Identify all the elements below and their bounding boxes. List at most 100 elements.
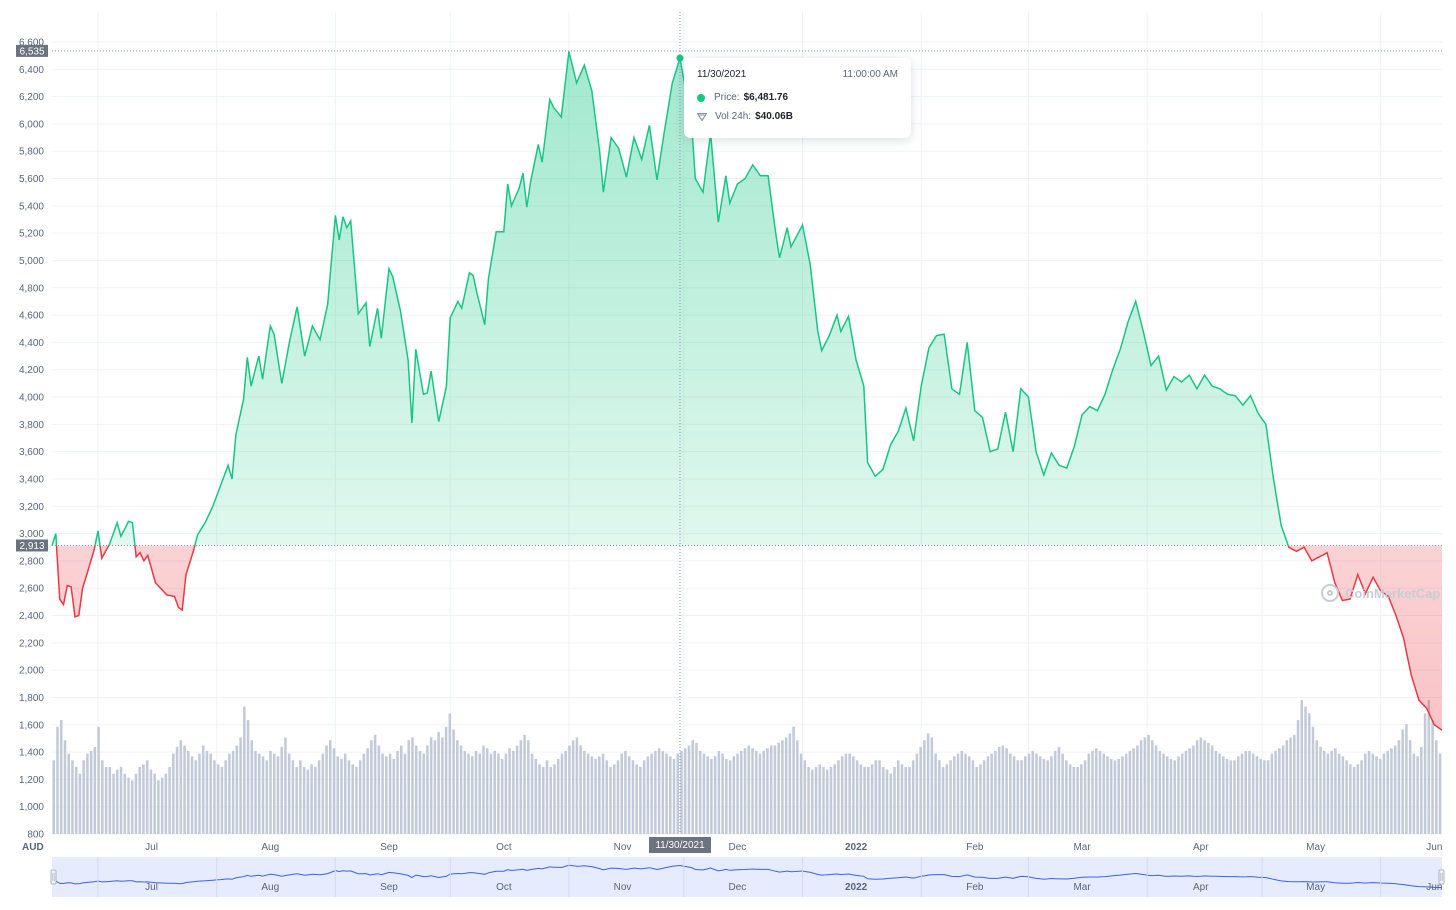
volume-bar bbox=[504, 753, 508, 834]
volume-bar bbox=[134, 773, 138, 834]
volume-bar bbox=[713, 756, 717, 834]
navigator-selection[interactable] bbox=[52, 857, 1442, 897]
y-tick-label: 1,000 bbox=[19, 802, 44, 813]
volume-bar bbox=[1065, 760, 1068, 834]
x-tick-label: Apr bbox=[1193, 842, 1209, 853]
volume-bar bbox=[754, 750, 758, 834]
navigator-tick-label: Dec bbox=[729, 882, 747, 893]
volume-bar bbox=[571, 740, 575, 834]
volume-bar bbox=[710, 758, 713, 834]
volume-bar bbox=[758, 753, 762, 834]
volume-bar bbox=[811, 769, 814, 834]
volume-bar bbox=[74, 767, 78, 834]
volume-bar bbox=[1274, 750, 1277, 834]
x-tick-label: Feb bbox=[966, 842, 984, 853]
volume-bar bbox=[967, 756, 971, 834]
volume-bar bbox=[463, 750, 467, 834]
coinmarketcap-watermark: CoinMarketCap bbox=[1321, 584, 1440, 602]
volume-bar bbox=[130, 780, 134, 834]
volume-bar bbox=[280, 746, 283, 834]
volume-bar bbox=[852, 756, 855, 834]
volume-bar bbox=[414, 745, 418, 834]
y-tick-label: 1,400 bbox=[19, 748, 44, 759]
volume-bar bbox=[601, 753, 605, 834]
volume-bar bbox=[89, 750, 93, 834]
volume-bar bbox=[661, 750, 665, 834]
volume-bar bbox=[683, 748, 687, 834]
volume-bar bbox=[1405, 724, 1408, 834]
volume-bar bbox=[1177, 756, 1180, 834]
volume-bar bbox=[351, 764, 354, 834]
volume-bar bbox=[1356, 764, 1360, 834]
navigator-handle-body[interactable] bbox=[1438, 869, 1445, 885]
volume-bar bbox=[381, 753, 384, 834]
volume-bar bbox=[194, 760, 198, 834]
volume-bar bbox=[485, 748, 489, 834]
y-tick-label: 3,200 bbox=[19, 502, 44, 513]
volume-bar bbox=[332, 748, 336, 834]
volume-bar bbox=[1109, 758, 1113, 834]
volume-bar bbox=[329, 740, 332, 834]
volume-bar bbox=[482, 745, 485, 834]
volume-bar bbox=[837, 760, 840, 834]
volume-bar bbox=[583, 750, 586, 834]
volume-bar bbox=[489, 753, 493, 834]
volume-bar bbox=[594, 758, 597, 834]
volume-bar bbox=[796, 740, 799, 834]
navigator-handle-body[interactable] bbox=[50, 869, 57, 885]
price-area-up bbox=[52, 51, 1442, 546]
volume-bar bbox=[437, 732, 440, 834]
volume-bar bbox=[612, 764, 616, 834]
volume-bar bbox=[1420, 746, 1423, 834]
x-tick-label: Jul bbox=[145, 842, 158, 853]
volume-bar bbox=[1050, 756, 1053, 834]
volume-bar bbox=[938, 760, 941, 834]
volume-bar bbox=[541, 767, 545, 834]
volume-bar bbox=[1061, 753, 1064, 834]
volume-bar bbox=[1218, 753, 1221, 834]
tooltip-volume-row: Vol 24h: $40.06B bbox=[697, 111, 793, 122]
navigator-handle-right[interactable] bbox=[1438, 869, 1445, 885]
x-axis: Jul Aug Sep Oct Nov Dec 2022 Feb Mar Apr May Jun AUD bbox=[22, 842, 1442, 853]
navigator-tick-label: Apr bbox=[1193, 882, 1209, 893]
volume-bar bbox=[1229, 760, 1233, 834]
y-tick-label: 3,000 bbox=[19, 529, 44, 540]
volume-bar bbox=[654, 750, 657, 834]
x-tick-label: Dec bbox=[729, 842, 747, 853]
volume-bar bbox=[295, 767, 298, 834]
volume-bar bbox=[325, 745, 328, 834]
navigator-handle-left[interactable] bbox=[50, 869, 57, 885]
volume-bar bbox=[512, 750, 515, 834]
volume-bar bbox=[1102, 753, 1106, 834]
volume-bar bbox=[1195, 740, 1199, 834]
volume-bar bbox=[441, 737, 444, 834]
volume-bar bbox=[1371, 753, 1375, 834]
x-tick-label: Aug bbox=[261, 842, 279, 853]
volume-bar bbox=[867, 767, 870, 834]
volume-bar bbox=[149, 769, 153, 834]
volume-bar bbox=[568, 745, 571, 834]
range-navigator[interactable]: Jul Aug Sep Oct Nov Dec 2022 Feb Mar Apr May Jun bbox=[50, 857, 1445, 897]
volume-bar bbox=[1259, 758, 1262, 834]
baseline-tag: 2,913 bbox=[16, 539, 48, 552]
volume-bar bbox=[276, 756, 280, 834]
x-tick-label: Oct bbox=[496, 842, 512, 853]
volume-bar bbox=[1315, 740, 1318, 834]
volume-bar bbox=[411, 737, 414, 834]
volume-bar bbox=[355, 767, 358, 834]
y-tick-label: 800 bbox=[27, 830, 44, 841]
volume-bar bbox=[1001, 745, 1005, 834]
volume-bar bbox=[650, 753, 653, 834]
volume-bar bbox=[93, 746, 97, 834]
volume-bar bbox=[598, 756, 601, 834]
volume-bar bbox=[882, 767, 885, 834]
volume-bar bbox=[1042, 758, 1046, 834]
volume-bar bbox=[1106, 756, 1109, 834]
crosshair-point bbox=[676, 54, 684, 62]
volume-bar bbox=[358, 760, 362, 834]
volume-bar bbox=[751, 748, 754, 834]
volume-bar bbox=[209, 753, 212, 834]
volume-bar bbox=[302, 767, 306, 834]
volume-bar bbox=[982, 760, 986, 834]
